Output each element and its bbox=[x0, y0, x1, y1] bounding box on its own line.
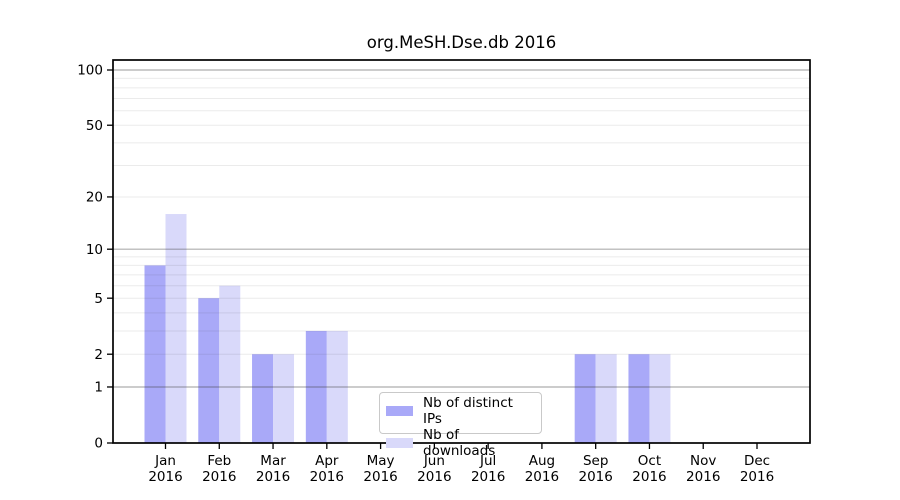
y-tick-label-100: 100 bbox=[77, 63, 103, 79]
x-tick-label-year-jul: 2016 bbox=[471, 469, 505, 485]
x-tick-label-month-jan: Jan bbox=[154, 453, 176, 469]
y-tick-label-20: 20 bbox=[86, 190, 103, 206]
legend-swatch-downloads bbox=[386, 438, 413, 448]
x-tick-label-month-jun: Jun bbox=[423, 453, 445, 469]
x-tick-label-month-jul: Jul bbox=[479, 453, 496, 469]
legend-label-distinct-ips: Nb of distinct IPs bbox=[423, 395, 513, 427]
plot-border bbox=[112, 59, 811, 444]
x-tick-label-month-sep: Sep bbox=[583, 453, 608, 469]
x-tick-label-year-jun: 2016 bbox=[417, 469, 451, 485]
x-tick-label-month-apr: Apr bbox=[315, 453, 339, 469]
bar-oct-nb-of-distinct-ips bbox=[628, 354, 650, 443]
y-tick-label-50: 50 bbox=[86, 118, 103, 134]
x-tick-label-month-aug: Aug bbox=[529, 453, 555, 469]
x-tick-label-year-mar: 2016 bbox=[256, 469, 290, 485]
x-tick-label-month-oct: Oct bbox=[638, 453, 661, 469]
y-tick-label-1: 1 bbox=[94, 380, 103, 396]
bar-mar-nb-of-distinct-ips bbox=[252, 354, 274, 443]
legend-item-downloads: Nb of downloads bbox=[386, 427, 533, 459]
bar-oct-nb-of-downloads bbox=[649, 354, 671, 443]
legend: Nb of distinct IPs Nb of downloads bbox=[379, 392, 542, 459]
x-tick-label-month-mar: Mar bbox=[260, 453, 286, 469]
y-tick-label-10: 10 bbox=[86, 242, 103, 258]
legend-label-downloads: Nb of downloads bbox=[423, 427, 496, 459]
bar-feb-nb-of-distinct-ips bbox=[198, 298, 220, 443]
y-tick-label-2: 2 bbox=[94, 347, 103, 363]
x-tick-label-year-dec: 2016 bbox=[740, 469, 774, 485]
x-tick-label-month-dec: Dec bbox=[744, 453, 770, 469]
x-tick-label-year-nov: 2016 bbox=[686, 469, 720, 485]
x-tick-label-month-feb: Feb bbox=[207, 453, 231, 469]
x-tick-label-year-sep: 2016 bbox=[579, 469, 613, 485]
bar-sep-nb-of-distinct-ips bbox=[574, 354, 596, 443]
chart-title: org.MeSH.Dse.db 2016 bbox=[366, 33, 557, 52]
x-tick-label-year-may: 2016 bbox=[363, 469, 397, 485]
x-tick-label-year-aug: 2016 bbox=[525, 469, 559, 485]
y-tick-label-0: 0 bbox=[94, 436, 103, 452]
bar-apr-nb-of-distinct-ips bbox=[305, 330, 327, 443]
x-tick-label-year-oct: 2016 bbox=[632, 469, 666, 485]
legend-swatch-distinct-ips bbox=[386, 406, 413, 416]
x-tick-label-month-nov: Nov bbox=[690, 453, 716, 469]
x-tick-label-year-apr: 2016 bbox=[310, 469, 344, 485]
x-tick-label-month-may: May bbox=[367, 453, 395, 469]
bar-jan-nb-of-downloads bbox=[165, 214, 187, 443]
bar-apr-nb-of-downloads bbox=[326, 330, 348, 443]
y-tick-label-5: 5 bbox=[94, 291, 103, 307]
bar-feb-nb-of-downloads bbox=[219, 285, 241, 443]
x-tick-label-year-feb: 2016 bbox=[202, 469, 236, 485]
bar-jan-nb-of-distinct-ips bbox=[144, 265, 166, 443]
bar-sep-nb-of-downloads bbox=[595, 354, 617, 443]
legend-item-distinct-ips: Nb of distinct IPs bbox=[386, 395, 533, 427]
bar-mar-nb-of-downloads bbox=[273, 354, 295, 443]
x-tick-label-year-jan: 2016 bbox=[148, 469, 182, 485]
